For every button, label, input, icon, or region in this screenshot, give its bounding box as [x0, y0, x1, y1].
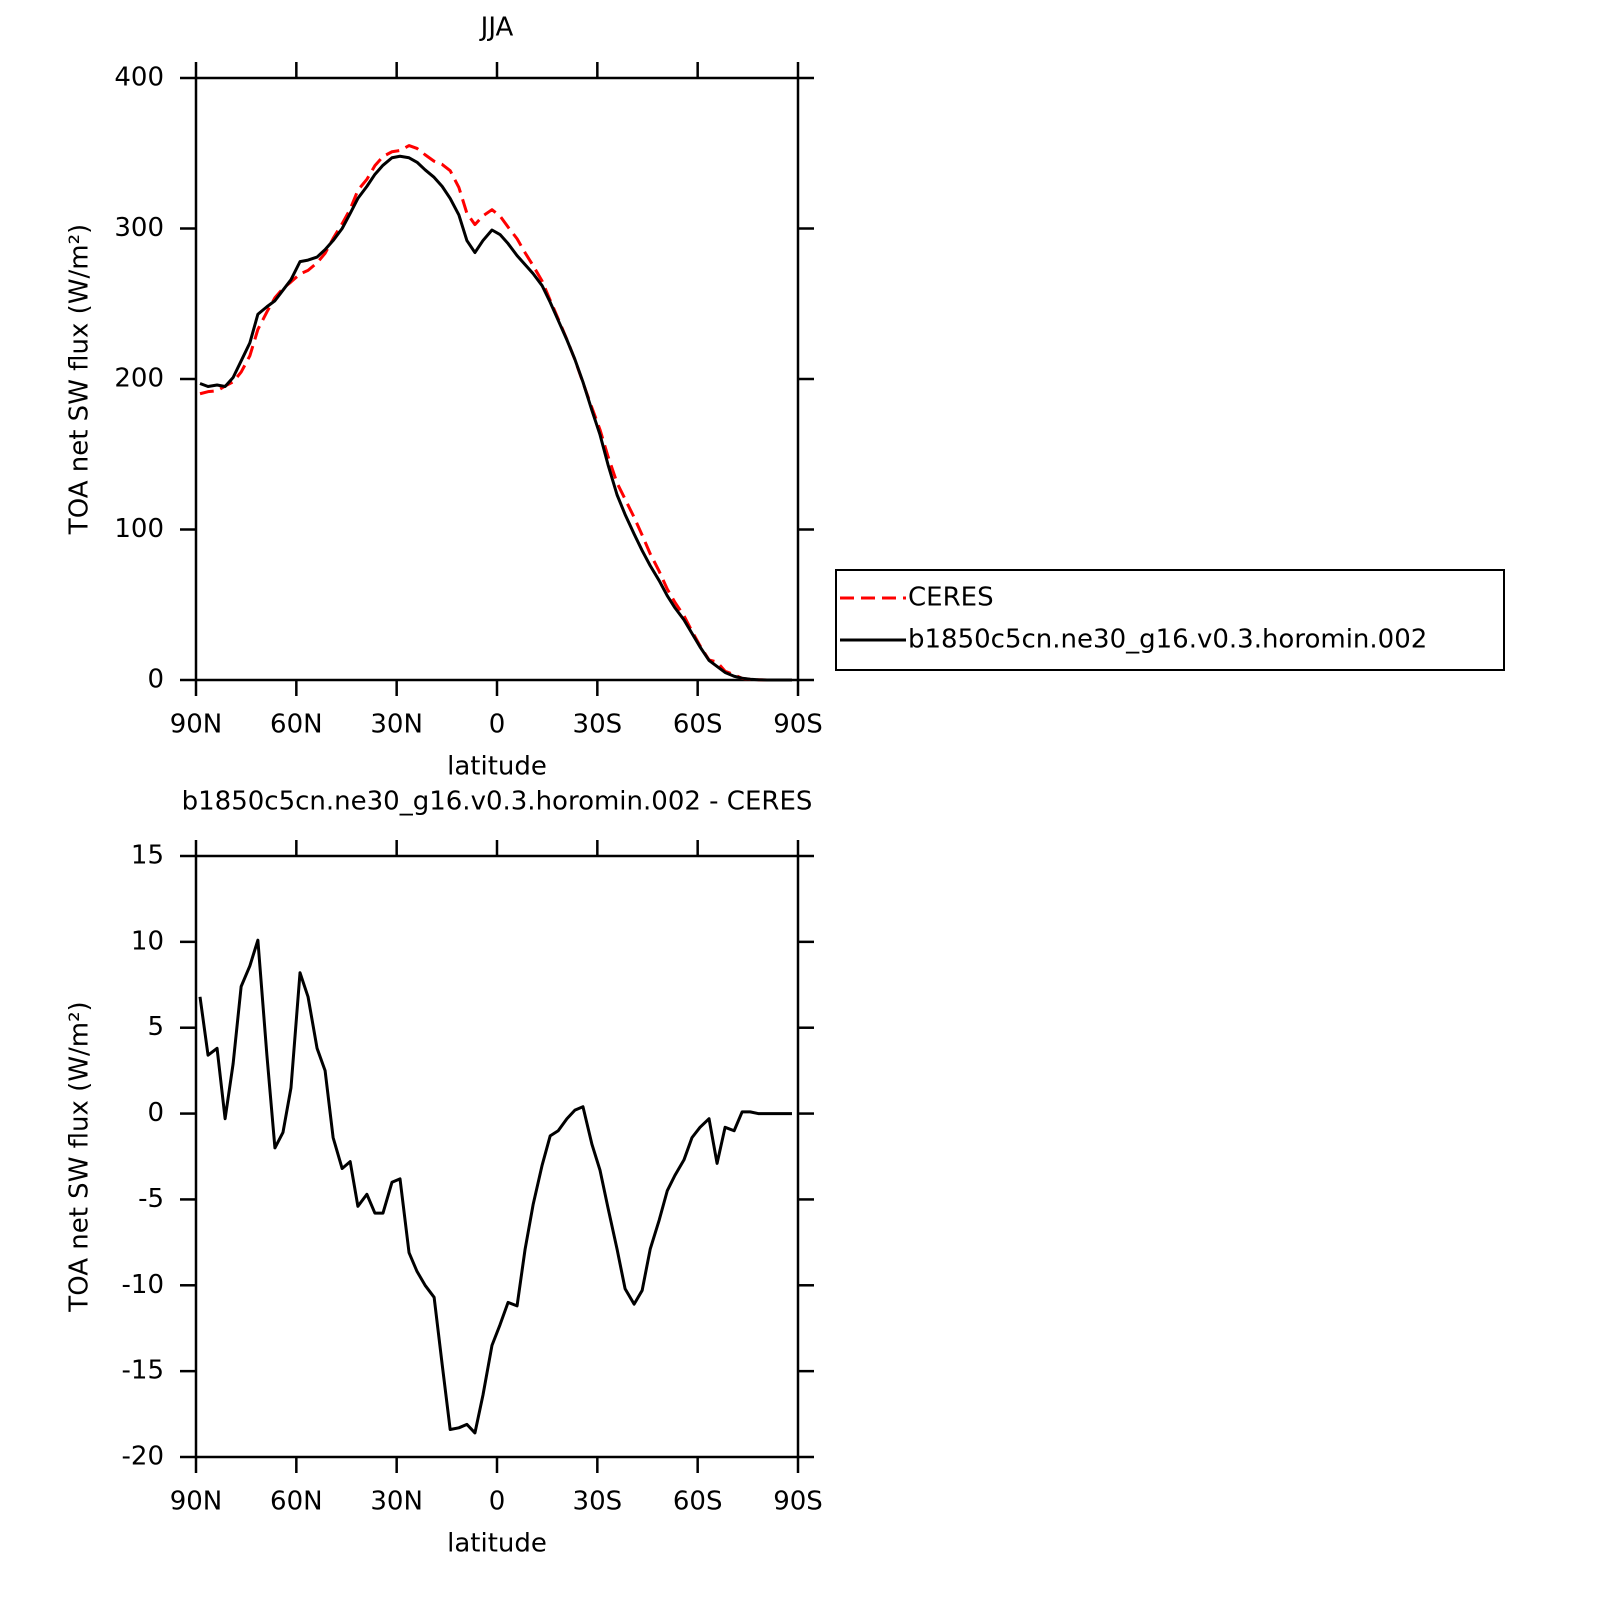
x-tick-label: 60N: [270, 710, 323, 740]
plot-frame: [194, 854, 800, 1459]
plot-frame: [194, 76, 800, 682]
legend-box: [835, 569, 1505, 671]
x-tick-label: 30N: [370, 710, 423, 740]
y-tick-label: 15: [131, 841, 164, 871]
y-tick-label: 200: [114, 364, 164, 394]
data-line: [198, 938, 792, 1435]
x-tick-label: 90S: [773, 710, 823, 740]
y-tick-label: 5: [147, 1012, 164, 1042]
data-line: [199, 154, 792, 682]
x-axis-label: latitude: [447, 1529, 547, 1559]
x-tick-label: 0: [489, 710, 506, 740]
x-tick-label: 60S: [673, 710, 723, 740]
y-tick-label: 100: [114, 514, 164, 544]
y-tick-label: 10: [131, 926, 164, 956]
y-tick-label: 0: [147, 1098, 164, 1128]
x-tick-label: 90N: [170, 1487, 223, 1517]
y-tick-label: 300: [114, 213, 164, 243]
y-axis-label: TOA net SW flux (W/m²): [65, 1001, 95, 1312]
x-tick-label: 30S: [573, 710, 623, 740]
legend-label: b1850c5cn.ne30_g16.v0.3.horomin.002: [908, 625, 1427, 655]
y-tick-label: -20: [122, 1442, 164, 1472]
x-tick-label: 60S: [673, 1487, 723, 1517]
x-tick-label: 90N: [170, 710, 223, 740]
y-tick-label: -10: [122, 1270, 164, 1300]
x-tick-label: 60N: [270, 1487, 323, 1517]
chart-title: JJA: [479, 13, 514, 43]
x-axis-label: latitude: [447, 752, 547, 782]
x-tick-label: 30N: [370, 1487, 423, 1517]
chart-title: b1850c5cn.ne30_g16.v0.3.horomin.002 - CE…: [182, 787, 813, 817]
x-tick-label: 30S: [573, 1487, 623, 1517]
data-line: [199, 144, 792, 682]
x-tick-label: 90S: [773, 1487, 823, 1517]
y-tick-label: 400: [114, 63, 164, 93]
y-tick-label: -15: [122, 1356, 164, 1386]
legend-label: CERES: [908, 583, 994, 613]
y-tick-label: 0: [147, 665, 164, 695]
y-tick-label: -5: [138, 1184, 164, 1214]
x-tick-label: 0: [489, 1487, 506, 1517]
y-axis-label: TOA net SW flux (W/m²): [65, 224, 95, 535]
